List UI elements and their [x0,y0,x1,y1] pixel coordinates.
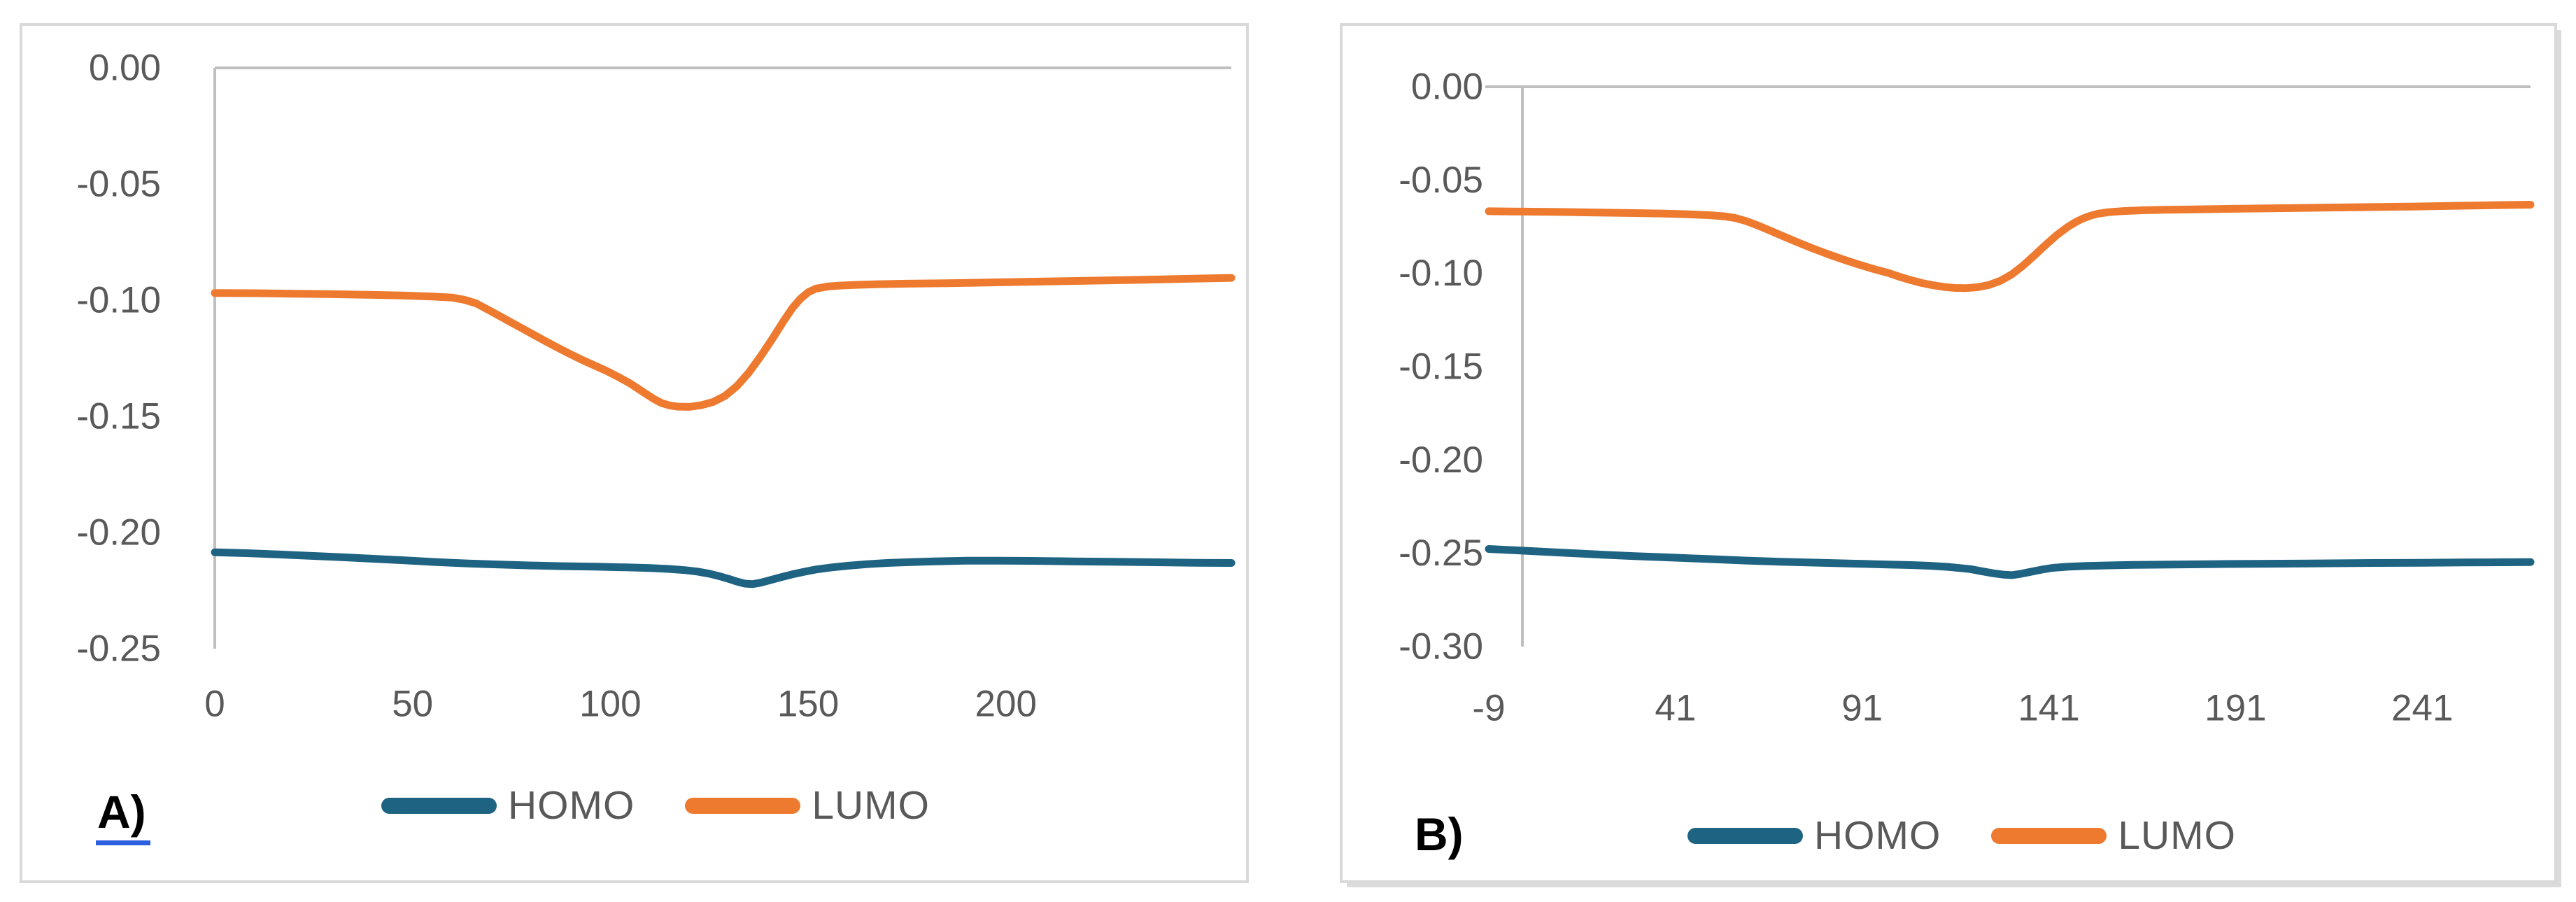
legend-label-homo: HOMO [507,783,635,828]
homo-line-swatch [381,797,497,814]
homo-line-swatch [1687,827,1803,844]
x-tick-label: 0 [204,684,225,725]
homo-line-series [1485,545,2535,579]
x-tick-label: 41 [1655,688,1696,729]
chart-b-canvas: 0.00 -0.05 -0.10 -0.15 -0.20 -0.25 -0.30 -9 41 91… [1399,66,2535,729]
y-tick-label: 0.00 [89,48,161,89]
x-tick-label: -9 [1472,688,1505,729]
y-tick-label: -0.25 [76,628,161,670]
x-tick-label: 91 [1841,688,1883,729]
y-tick-label: 0.00 [1411,66,1483,108]
chart-a-legend: HOMO LUMO [381,782,930,829]
lumo-line-series [211,274,1236,411]
panel-label-b: B) [1415,808,1464,860]
x-tick-label: 200 [975,684,1037,725]
homo-line-series [211,548,1236,589]
lumo-line-swatch [1991,827,2107,844]
lumo-line-swatch [685,797,801,814]
legend-item-homo: HOMO [1687,812,1941,859]
legend-label-lumo: LUMO [812,783,930,828]
y-tick-label: -0.20 [76,512,161,554]
legend-item-lumo: LUMO [1991,812,2236,859]
legend-item-lumo: LUMO [685,782,930,829]
y-tick-label: -0.05 [76,164,161,205]
y-tick-label: -0.05 [1399,160,1483,201]
x-tick-label: 191 [2205,688,2266,729]
x-tick-label: 141 [2018,688,2079,729]
x-tick-label: 100 [579,684,641,725]
y-tick-label: -0.25 [1399,533,1483,574]
y-tick-label: -0.20 [1399,439,1483,481]
chart-panel-a: 0.00 -0.05 -0.10 -0.15 -0.20 -0.25 0 50 100 150 20… [20,23,1249,883]
x-tick-label: 150 [777,684,839,725]
chart-b-legend: HOMO LUMO [1687,812,2236,859]
chart-a-canvas: 0.00 -0.05 -0.10 -0.15 -0.20 -0.25 0 50 100 150 20… [76,48,1236,725]
legend-item-homo: HOMO [381,782,635,829]
x-tick-label: 241 [2391,688,2453,729]
lumo-line-series [1485,201,2535,293]
legend-label-homo: HOMO [1813,813,1941,858]
y-tick-label: -0.10 [76,280,161,321]
y-tick-label: -0.15 [76,396,161,437]
y-tick-label: -0.15 [1399,346,1483,388]
y-tick-label: -0.10 [1399,253,1483,294]
x-tick-label: 50 [392,684,433,725]
y-tick-label: -0.30 [1399,626,1483,668]
legend-label-lumo: LUMO [2118,813,2237,858]
panel-label-a: A) [96,789,150,845]
chart-panel-b: 0.00 -0.05 -0.10 -0.15 -0.20 -0.25 -0.30 -9 41 91… [1340,23,2557,883]
